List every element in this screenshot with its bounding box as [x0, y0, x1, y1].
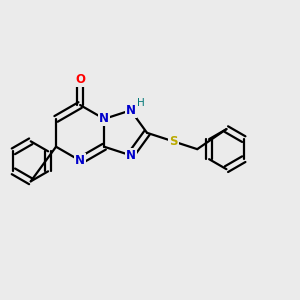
Text: N: N	[75, 154, 85, 167]
Text: H: H	[137, 98, 145, 108]
Text: N: N	[126, 104, 136, 117]
Text: N: N	[126, 149, 136, 162]
Text: S: S	[169, 135, 178, 148]
Text: N: N	[99, 112, 109, 125]
Text: O: O	[75, 74, 85, 86]
